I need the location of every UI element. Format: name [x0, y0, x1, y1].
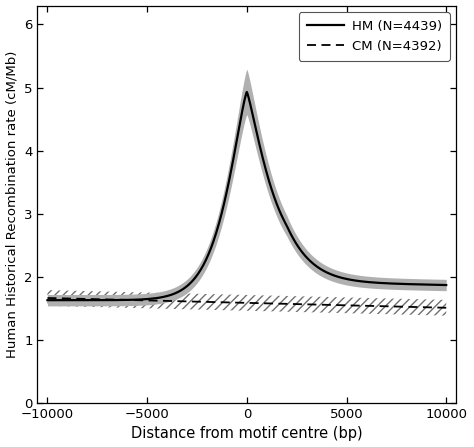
CM (N=4392) [81, 296, 87, 302]
HM (N=4439) [435, 282, 441, 287]
CM (N=4392) [376, 304, 382, 309]
HM (N=4439) [45, 298, 50, 303]
Line: CM (N=4392): CM (N=4392) [47, 298, 446, 308]
CM (N=4392) [165, 298, 171, 304]
X-axis label: Distance from motif centre (bp): Distance from motif centre (bp) [131, 426, 363, 442]
HM (N=4439) [244, 89, 250, 95]
CM (N=4392) [199, 299, 205, 304]
HM (N=4439) [81, 298, 87, 303]
CM (N=4392) [45, 295, 50, 301]
CM (N=4392) [443, 305, 449, 311]
Line: HM (N=4439): HM (N=4439) [47, 92, 446, 300]
HM (N=4439) [199, 266, 205, 271]
CM (N=4392) [167, 298, 173, 304]
HM (N=4439) [165, 293, 171, 299]
HM (N=4439) [443, 283, 449, 288]
CM (N=4392) [433, 305, 439, 310]
Y-axis label: Human Historical Recombination rate (cM/Mb): Human Historical Recombination rate (cM/… [6, 51, 18, 358]
HM (N=4439) [379, 280, 384, 286]
Legend: HM (N=4439), CM (N=4392): HM (N=4439), CM (N=4392) [299, 12, 450, 61]
HM (N=4439) [167, 293, 173, 298]
